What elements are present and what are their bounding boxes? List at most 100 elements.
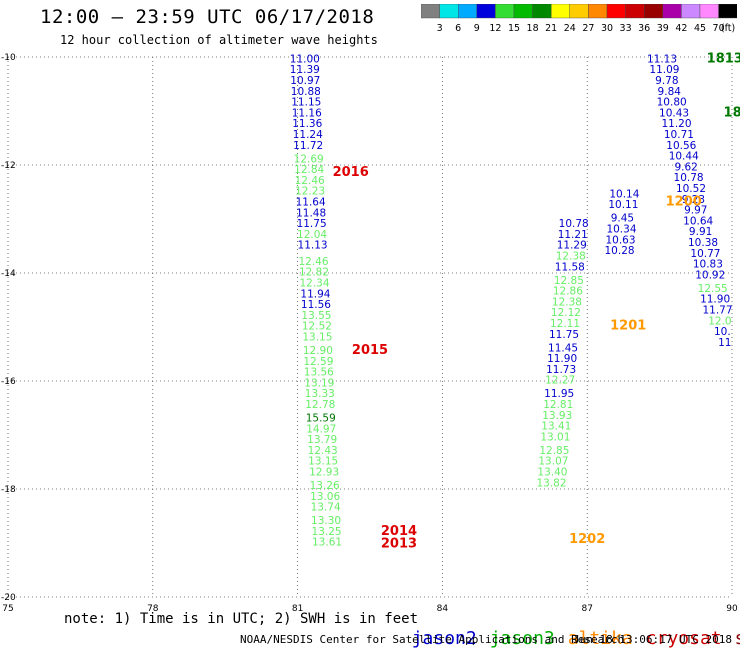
wave-height-value: 11.45 — [548, 342, 578, 354]
colorbar-tick: 36 — [638, 23, 650, 34]
legend-jason2: jason2 — [411, 628, 477, 649]
wave-height-value: 10.38 — [688, 237, 718, 249]
wave-height-value: 12.0 — [708, 315, 731, 327]
wave-height-value: 12.46 — [295, 175, 325, 187]
wave-height-value: 13.15 — [308, 456, 338, 468]
wave-height-value: 11.39 — [290, 64, 320, 76]
wave-height-value: 10.14 — [609, 188, 639, 200]
wave-height-value: 13.19 — [304, 377, 334, 389]
wave-height-value: 9.97 — [684, 205, 707, 217]
wave-height-value: 13.56 — [304, 367, 334, 379]
colorbar-tick: 30 — [601, 23, 613, 34]
wave-height-value: 12.38 — [552, 296, 582, 308]
wave-height-value: 12.43 — [308, 445, 338, 457]
wave-height-value: 11.13 — [647, 53, 677, 65]
wave-height-value: 11.58 — [555, 261, 585, 273]
colorbar-tick: 3 — [437, 23, 443, 34]
colorbar-tick: 9 — [474, 23, 480, 34]
track-1813-1814: 11.1311.099.789.8410.8010.4311.2010.7110… — [647, 53, 733, 349]
wave-height-value: 13.33 — [305, 388, 335, 400]
colorbar-tick: 18 — [527, 23, 539, 34]
wave-height-value: 12.04 — [297, 229, 327, 241]
wave-height-value: 12.27 — [545, 375, 575, 387]
satellite-legend: jason2 jason3 altika cryosat s3a — [390, 607, 740, 649]
wave-height-value: 12.59 — [303, 356, 333, 368]
wave-height-value: 10.83 — [693, 259, 723, 271]
wave-height-value: 13.61 — [312, 537, 342, 549]
wave-height-value: 11.95 — [544, 388, 574, 400]
wave-height-value: 13.41 — [541, 421, 571, 433]
wave-height-value: 9.62 — [674, 161, 697, 173]
colorbar-tick: 12 — [489, 23, 501, 34]
y-tick-label: -18 — [1, 485, 16, 495]
colorbar-tick: 21 — [545, 23, 557, 34]
y-tick-label: -16 — [1, 377, 16, 387]
colorbar-unit: (ft) — [721, 23, 735, 34]
wave-height-value: 11.24 — [293, 129, 323, 141]
wave-height-value: 11.77 — [702, 305, 732, 317]
wave-height-value: 12.82 — [299, 267, 329, 279]
wave-height-value: 12.55 — [698, 283, 728, 295]
wave-height-value: 11.56 — [301, 299, 331, 311]
wave-height-value: 12.34 — [299, 278, 329, 290]
color-scale-legend: 3 6 9 12 15 18 21 24 27 30 33 36 39 42 45 70(ft) — [421, 4, 737, 34]
colorbar-tick: 6 — [455, 23, 461, 34]
colorbar-swatch — [718, 4, 737, 19]
wave-height-value: 12.38 — [556, 251, 586, 263]
wave-height-value: 11.90 — [547, 353, 577, 365]
colorbar-tick: 33 — [620, 23, 632, 34]
wave-height-value: 12.11 — [550, 318, 580, 330]
wave-height-value: 10.80 — [657, 97, 687, 109]
page-title: 12:00 — 23:59 UTC 06/17/2018 — [40, 6, 375, 28]
wave-height-value: 10.71 — [664, 129, 694, 141]
wave-height-value: 11.15 — [291, 97, 321, 109]
wave-height-value: 11.09 — [649, 64, 679, 76]
y-tick-label: -10 — [1, 53, 16, 63]
wave-height-value: 13.55 — [301, 310, 331, 322]
x-tick-label: 78 — [147, 604, 159, 614]
wave-height-value: 10.92 — [695, 269, 725, 281]
pass-time-label: 2015 — [352, 343, 388, 358]
wave-height-value: 12.23 — [295, 186, 325, 198]
y-tick-label: -12 — [1, 161, 16, 171]
wave-height-value: 12.12 — [551, 307, 581, 319]
colorbar-tick: 24 — [564, 23, 576, 34]
pass-time-label: 1200 — [666, 195, 702, 210]
wave-height-value: 13.06 — [310, 491, 340, 503]
wave-height-value: 11 — [718, 337, 731, 349]
colorbar-tick: 27 — [582, 23, 594, 34]
wave-height-value: 9.78 — [655, 75, 678, 87]
wave-height-value: 11.13 — [298, 240, 328, 252]
pass-time-label: 1201 — [610, 319, 646, 334]
pass-time-label: 1202 — [569, 532, 605, 547]
wave-height-value: 12.85 — [554, 275, 584, 287]
wave-height-value: 10.28 — [605, 245, 635, 257]
legend-s3a: s3a — [735, 628, 740, 649]
wave-height-value: 13.74 — [311, 502, 341, 514]
wave-height-value: 10.64 — [683, 215, 713, 227]
wave-height-value: 11.64 — [296, 197, 326, 209]
wave-height-value: 12.84 — [294, 164, 324, 176]
wave-height-value: 12.93 — [309, 467, 339, 479]
generated-timestamp: Jun 18 13:06:17 UTC 2018 — [573, 633, 732, 646]
legend-cryosat: cryosat — [645, 628, 722, 649]
wave-height-value: 12.78 — [305, 399, 335, 411]
credit-line: NOAA/NESDIS Center for Satellite Applica… — [240, 633, 625, 646]
pass-time-label: 1814 — [724, 105, 740, 120]
colorbar-tick: 15 — [508, 23, 520, 34]
wave-height-value: 11.16 — [292, 107, 322, 119]
colorbar-tick: 70 — [713, 23, 725, 34]
wave-height-value: 12.90 — [303, 345, 333, 357]
wave-height-value: 13.93 — [542, 410, 572, 422]
wave-height-value: 11.29 — [557, 240, 587, 252]
wave-height-value: 10.44 — [669, 151, 699, 163]
x-tick-label: 84 — [437, 604, 449, 614]
wave-height-value: 14.97 — [306, 423, 336, 435]
page-subtitle: 12 hour collection of altimeter wave hei… — [60, 33, 378, 47]
wave-height-value: 11.72 — [293, 140, 323, 152]
wave-height-value: 10.11 — [608, 199, 638, 211]
pass-time-label: 1813 — [707, 51, 740, 66]
pass-time-label: 2014 — [381, 524, 417, 539]
legend-altika: altika — [567, 628, 633, 649]
